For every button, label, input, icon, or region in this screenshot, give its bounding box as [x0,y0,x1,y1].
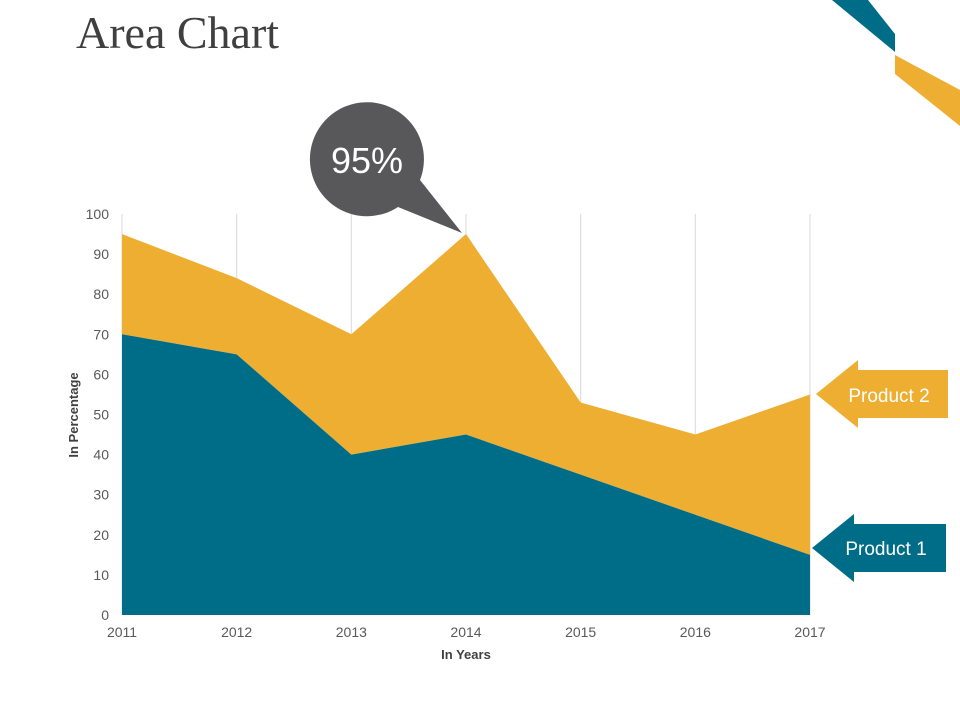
y-tick-label: 20 [93,527,109,543]
x-tick-label: 2014 [450,624,481,640]
y-tick-label: 70 [93,326,109,342]
x-tick-label: 2015 [565,624,596,640]
callout-bubble [309,102,462,233]
teal-stripe [832,0,895,52]
y-tick-label: 10 [93,567,109,583]
area-product-2 [122,234,810,555]
page-title: Area Chart [76,7,280,58]
series-tag-product-1: Product 1 [812,514,946,582]
product-1-arrow-tag [812,514,946,582]
y-tick-label: 80 [93,286,109,302]
corner-stripes-decoration [832,0,960,126]
y-axis-title: In Percentage [66,372,81,457]
x-tick-label: 2017 [794,624,825,640]
y-tick-label: 30 [93,487,109,503]
x-axis-ticks: 2011 2012 2013 2014 2015 2016 2017 [107,624,826,640]
area-series [122,234,810,615]
x-tick-label: 2012 [221,624,252,640]
gold-stripe [895,55,960,126]
series-tag-product-2: Product 2 [816,360,948,428]
value-callout: 95% [309,102,462,233]
y-tick-label: 40 [93,447,109,463]
x-tick-label: 2016 [680,624,711,640]
product-2-label: Product 2 [848,386,929,407]
x-axis-title: In Years [441,647,491,662]
y-tick-label: 50 [93,407,109,423]
y-tick-label: 90 [93,246,109,262]
area-product-1 [122,334,810,615]
product-1-label: Product 1 [845,539,926,560]
y-tick-label: 100 [86,206,110,222]
x-tick-label: 2011 [107,624,137,640]
y-tick-label: 60 [93,366,109,382]
y-axis-ticks: 0 10 20 30 40 50 60 70 80 90 100 [86,206,110,623]
y-tick-label: 0 [101,607,109,623]
x-tick-label: 2013 [336,624,367,640]
callout-label: 95% [331,140,403,181]
product-2-arrow-tag [816,360,948,428]
